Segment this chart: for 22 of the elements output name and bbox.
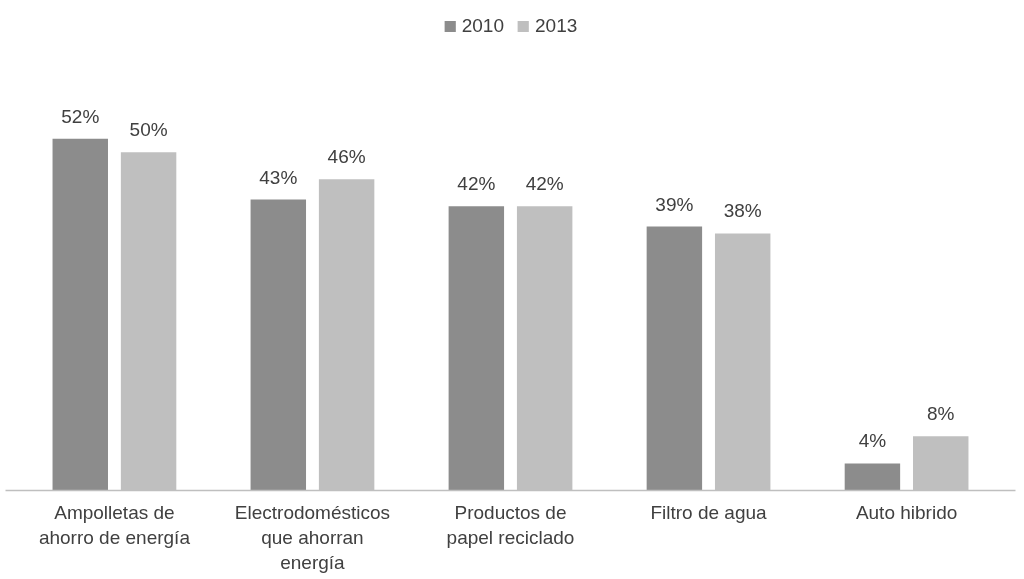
legend-label: 2010 [461,15,504,37]
bar [250,199,307,491]
data-label: 46% [327,146,366,168]
data-label: 4% [858,430,887,452]
legend-label: 2013 [535,15,578,37]
bar [448,206,505,491]
data-label: 52% [61,105,100,127]
data-label: 8% [927,403,955,425]
x-tick-label: Productos de papel reciclado [446,501,575,548]
data-label: 42% [525,173,564,195]
x-tick-label: Filtro de agua [650,501,768,523]
data-label: 42% [457,173,496,195]
x-tick-label: Auto hibrido [855,501,958,523]
bar [646,226,703,491]
bar [844,463,901,491]
x-tick-label: Ampolletas de ahorro de energía [38,501,191,548]
data-label: 50% [129,119,168,141]
data-label: 38% [723,200,762,222]
data-label: 43% [259,166,298,188]
data-label: 39% [655,193,694,215]
x-tick-label: Electrodomésticos que ahorran energía [234,501,391,573]
bar [52,138,108,491]
